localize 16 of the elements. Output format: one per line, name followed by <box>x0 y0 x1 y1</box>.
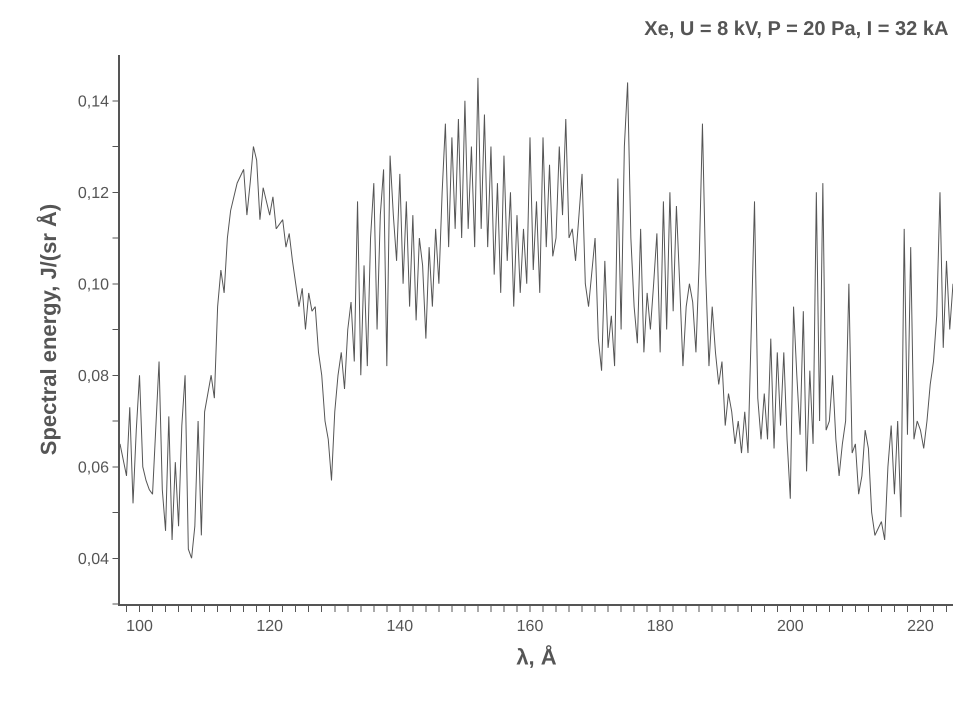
y-tick-label: 0,04 <box>78 550 110 568</box>
y-tick-label: 0,06 <box>78 459 110 476</box>
chart-title: Xe, U = 8 kV, P = 20 Pa, I = 32 kA <box>644 18 948 40</box>
y-tick-label: 0,14 <box>78 93 110 110</box>
x-tick-label: 140 <box>386 618 414 635</box>
x-tick-label: 180 <box>646 618 674 635</box>
x-tick-label: 220 <box>907 618 934 635</box>
x-tick-label: 120 <box>256 618 284 635</box>
y-tick-label: 0,08 <box>78 368 110 385</box>
y-axis-title: Spectral energy, J/(sr Å) <box>36 204 62 456</box>
y-tick-label: 0,10 <box>78 276 110 294</box>
x-tick-label: 100 <box>126 618 153 635</box>
y-tick-label: 0,12 <box>78 184 110 202</box>
x-axis-title: λ, Å <box>516 644 557 670</box>
x-tick-label: 160 <box>516 618 544 635</box>
x-tick-label: 200 <box>776 618 804 635</box>
